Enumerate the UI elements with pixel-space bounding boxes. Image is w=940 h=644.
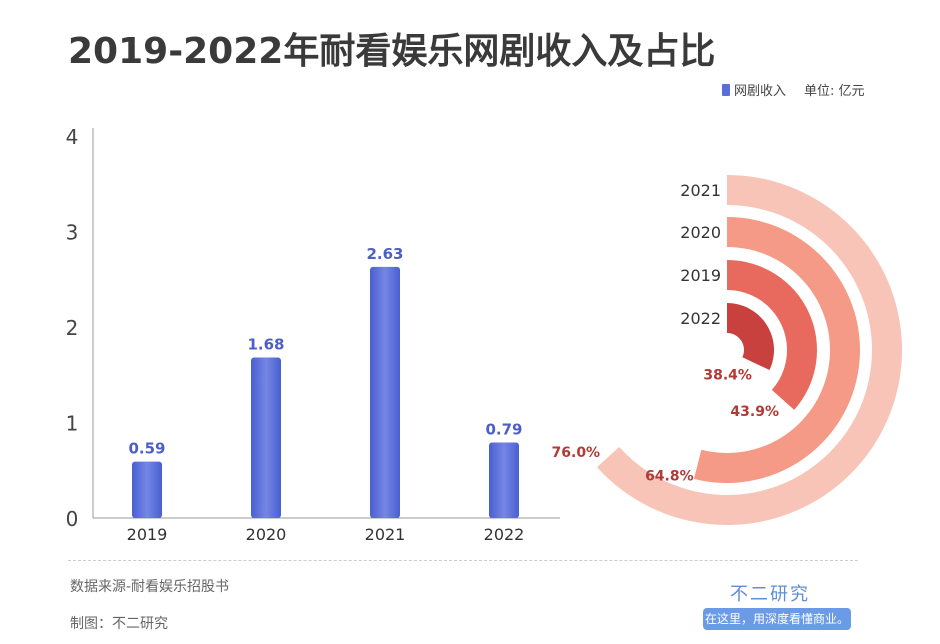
- bar-value-label: 0.59: [128, 440, 165, 458]
- radial-category-label: 2020: [680, 223, 721, 242]
- legend-swatch: [722, 83, 730, 96]
- bar-value-label: 1.68: [247, 336, 284, 354]
- y-tick-label: 2: [66, 316, 79, 340]
- unit-label: 单位: 亿元: [804, 84, 865, 99]
- bar-value-label: 0.79: [485, 421, 522, 439]
- maker-note: 制图：不二研究: [70, 616, 168, 632]
- bar-2022: [489, 442, 519, 518]
- radial-bar-2020: [693, 217, 860, 484]
- y-tick-label: 0: [66, 507, 79, 531]
- chart-title: 2019-2022年耐看娱乐网剧收入及占比: [68, 31, 716, 72]
- radial-bar-2021: [596, 175, 903, 525]
- radial-category-label: 2022: [680, 309, 721, 328]
- bar-2019: [132, 461, 162, 518]
- x-tick-label: 2019: [127, 525, 168, 544]
- brand-logo: 不二研究: [730, 584, 810, 605]
- x-tick-label: 2022: [484, 525, 525, 544]
- legend-label: 网剧收入: [734, 84, 787, 99]
- bar-value-label: 2.63: [366, 245, 403, 263]
- radial-value-label: 43.9%: [730, 404, 779, 420]
- source-note: 数据来源-耐看娱乐招股书: [70, 579, 230, 595]
- radial-value-label: 64.8%: [645, 468, 694, 484]
- radial-category-label: 2019: [680, 266, 721, 285]
- x-tick-label: 2020: [246, 525, 287, 544]
- y-tick-label: 3: [66, 221, 79, 245]
- radial-bar-2022: [727, 303, 774, 371]
- bar-2021: [370, 266, 400, 518]
- y-tick-label: 4: [66, 125, 79, 149]
- radial-value-label: 76.0%: [552, 445, 601, 461]
- brand-slogan: 在这里，用深度看懂商业。: [703, 608, 851, 630]
- divider: [68, 560, 858, 561]
- legend: 网剧收入 单位: 亿元: [722, 80, 865, 99]
- y-tick-label: 1: [66, 412, 79, 436]
- radial-value-label: 38.4%: [703, 368, 752, 384]
- x-tick-label: 2021: [365, 525, 406, 544]
- radial-bar-2019: [727, 260, 817, 410]
- bar-2020: [251, 357, 281, 518]
- radial-category-label: 2021: [680, 181, 721, 200]
